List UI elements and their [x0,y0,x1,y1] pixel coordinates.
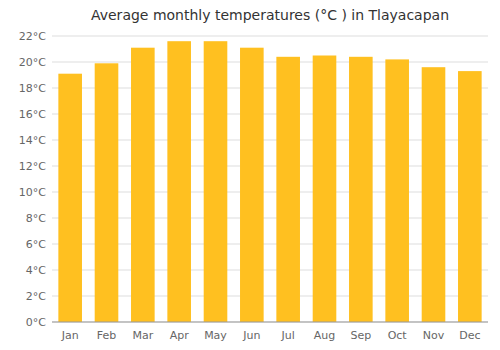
x-axis-line [52,322,488,323]
bar [95,63,119,322]
x-tick-label: Oct [388,329,408,342]
title: Average monthly temperatures (°C ) in Tl… [91,7,449,23]
y-tick-label: 14°C [19,134,46,147]
bar [313,56,337,323]
y-tick-label: 2°C [26,290,46,303]
y-tick-label: 22°C [19,30,46,43]
y-tick-label: 6°C [26,238,46,251]
bar [131,48,155,322]
bar [167,41,191,322]
x-tick-label: Feb [97,329,116,342]
y-tick-label: 4°C [26,264,46,277]
grid-line [52,36,488,37]
y-tick-label: 20°C [19,56,46,69]
bar [422,67,446,322]
x-axis: Jan Feb Mar Apr May Jun Jul Aug Sep Oct Nov Dec [61,329,481,342]
bar [385,59,409,322]
y-tick-label: 12°C [19,160,46,173]
x-tick-label: Jun [242,329,260,342]
bar [276,57,300,322]
y-tick-label: 10°C [19,186,46,199]
x-tick-label: May [204,329,227,342]
x-tick-label: Jan [61,329,79,342]
x-tick-label: Jul [281,329,295,342]
bars [58,41,481,322]
x-tick-label: Nov [423,329,445,342]
bar [349,57,373,322]
x-tick-label: Sep [350,329,371,342]
y-axis: 0°C 2°C 4°C 6°C 8°C 10°C 12°C 14°C 16°C 18°C 20°C 2… [19,30,488,329]
chart: Average monthly temperatures (°C ) in Tl… [0,0,500,350]
bar [204,41,228,322]
x-tick-label: Aug [314,329,335,342]
chart-container: Average monthly temperatures (°C ) in Tl… [0,0,500,350]
y-tick-label: 16°C [19,108,46,121]
y-tick-label: 0°C [26,316,46,329]
x-tick-label: Mar [132,329,153,342]
y-tick-label: 18°C [19,82,46,95]
bar [58,74,82,322]
x-tick-label: Apr [170,329,190,342]
bar [240,48,264,322]
grid-line [52,62,488,63]
y-tick-label: 8°C [26,212,46,225]
bar [458,71,482,322]
grid-line [52,322,488,323]
x-tick-label: Dec [459,329,480,342]
